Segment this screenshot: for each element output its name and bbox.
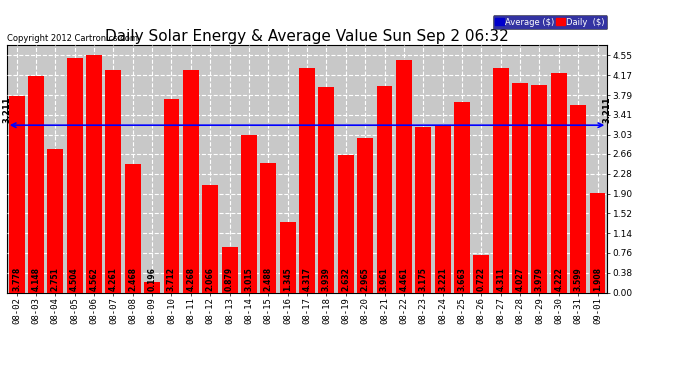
- Bar: [9, 96, 25, 292]
- Bar: [570, 105, 586, 292]
- Bar: [221, 247, 237, 292]
- Bar: [144, 282, 160, 292]
- Text: 3.015: 3.015: [244, 267, 253, 291]
- Bar: [415, 127, 431, 292]
- Text: 1.908: 1.908: [593, 267, 602, 291]
- Text: 3.211: 3.211: [2, 96, 12, 123]
- Text: 1.345: 1.345: [283, 267, 292, 291]
- Legend: Average ($), Daily  ($): Average ($), Daily ($): [493, 15, 607, 29]
- Text: 3.778: 3.778: [12, 267, 21, 291]
- Text: 4.461: 4.461: [400, 267, 408, 291]
- Text: 3.939: 3.939: [322, 267, 331, 291]
- Text: 3.663: 3.663: [457, 267, 466, 291]
- Text: 0.196: 0.196: [148, 267, 157, 291]
- Bar: [473, 255, 489, 292]
- Text: 4.311: 4.311: [496, 267, 505, 291]
- Text: 2.632: 2.632: [342, 267, 351, 291]
- Bar: [454, 102, 470, 292]
- Bar: [357, 138, 373, 292]
- Bar: [48, 149, 63, 292]
- Bar: [377, 86, 393, 292]
- Text: 3.961: 3.961: [380, 267, 389, 291]
- Bar: [164, 99, 179, 292]
- Text: 2.965: 2.965: [361, 267, 370, 291]
- Bar: [279, 222, 295, 292]
- Text: 3.175: 3.175: [419, 267, 428, 291]
- Text: 3.599: 3.599: [573, 267, 582, 291]
- Bar: [396, 60, 412, 292]
- Bar: [551, 72, 566, 292]
- Text: 2.488: 2.488: [264, 267, 273, 291]
- Bar: [241, 135, 257, 292]
- Text: 3.979: 3.979: [535, 267, 544, 291]
- Bar: [531, 85, 547, 292]
- Bar: [260, 163, 276, 292]
- Bar: [299, 68, 315, 292]
- Bar: [512, 82, 528, 292]
- Bar: [28, 76, 44, 292]
- Bar: [319, 87, 335, 292]
- Text: 4.261: 4.261: [109, 267, 118, 291]
- Text: 2.751: 2.751: [51, 267, 60, 291]
- Bar: [202, 185, 218, 292]
- Text: 3.221: 3.221: [438, 267, 447, 291]
- Text: 4.504: 4.504: [70, 267, 79, 291]
- Bar: [338, 155, 354, 292]
- Bar: [493, 68, 509, 292]
- Text: 4.222: 4.222: [554, 267, 563, 291]
- Text: 0.722: 0.722: [477, 267, 486, 291]
- Bar: [183, 70, 199, 292]
- Text: 4.268: 4.268: [186, 267, 195, 291]
- Text: 4.562: 4.562: [90, 267, 99, 291]
- Text: 2.468: 2.468: [128, 267, 137, 291]
- Bar: [67, 58, 83, 292]
- Bar: [106, 70, 121, 292]
- Text: 0.879: 0.879: [225, 267, 234, 291]
- Text: 4.148: 4.148: [32, 267, 41, 291]
- Text: 4.027: 4.027: [515, 267, 524, 291]
- Text: 4.317: 4.317: [302, 267, 312, 291]
- Bar: [589, 193, 605, 292]
- Bar: [125, 164, 141, 292]
- Text: Copyright 2012 Cartronics.com: Copyright 2012 Cartronics.com: [7, 33, 138, 42]
- Text: 3.712: 3.712: [167, 267, 176, 291]
- Bar: [435, 124, 451, 292]
- Text: 2.066: 2.066: [206, 267, 215, 291]
- Bar: [86, 55, 102, 292]
- Text: 3.211: 3.211: [602, 96, 612, 123]
- Title: Daily Solar Energy & Average Value Sun Sep 2 06:32: Daily Solar Energy & Average Value Sun S…: [105, 29, 509, 44]
